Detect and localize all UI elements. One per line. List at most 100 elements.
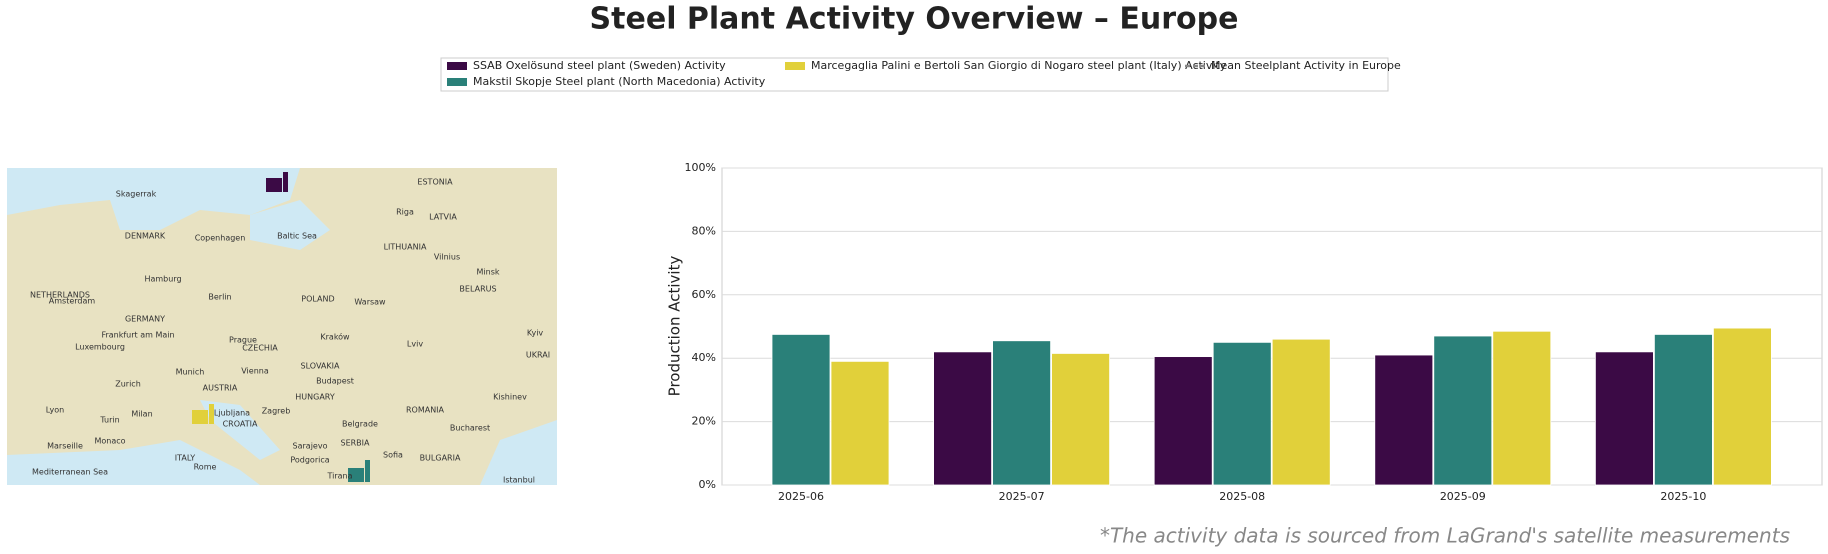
map-label: CZECHIA [242,344,278,353]
bar [1433,335,1493,486]
y-tick-label: 20% [692,415,716,428]
y-tick-label: 80% [692,224,716,237]
y-tick-label: 40% [692,351,716,364]
map-sea [480,420,557,485]
bar [1153,356,1213,486]
map-sea [250,200,330,250]
chart-title: Steel Plant Activity Overview – Europe [590,2,1239,37]
map-label: Bucharest [450,424,490,433]
bar [1713,327,1772,486]
map-label: Warsaw [354,298,386,307]
map [7,168,557,485]
map-label: Skagerrak [116,190,157,199]
legend-label: Makstil Skopje Steel plant (North Macedo… [473,75,766,88]
bar [1492,330,1552,486]
map-label: Sarajevo [293,442,328,451]
map-label: Hamburg [144,275,181,284]
y-axis-label: Production Activity [666,256,684,397]
legend-box [440,57,1389,92]
x-tick-label: 2025-08 [1219,490,1265,503]
x-tick-label: 2025-09 [1440,490,1486,503]
plant-icon [266,172,288,192]
bar [1654,334,1713,486]
map-label: ITALY [175,454,195,463]
map-label: POLAND [301,295,334,304]
x-tick-label: 2025-06 [778,490,824,503]
bar [1271,338,1331,486]
map-label: BELARUS [459,285,496,294]
plant-icon [192,404,214,424]
map-label: Sofia [383,451,403,460]
x-tick-label: 2025-07 [999,490,1045,503]
map-label: Vilnius [434,253,460,262]
map-label: Marseille [47,442,83,451]
y-tick-label: 60% [692,288,716,301]
map-label: Kyiv [527,329,544,338]
plant-icon [348,460,370,482]
legend-label: Marcegaglia Palini e Bertoli San Giorgio… [811,59,1227,72]
map-label: HUNGARY [295,393,335,402]
map-label: Munich [176,368,205,377]
map-label: Rome [194,463,217,472]
map-label: Zagreb [262,407,291,416]
bar [1212,341,1272,486]
bar [1595,351,1654,486]
map-label: Zurich [115,380,141,389]
map-label: Ljubljana [214,409,250,418]
bar [933,351,992,486]
map-label: Baltic Sea [277,232,317,241]
map-label: Luxembourg [75,343,125,352]
map-sea [7,168,300,230]
bar [992,340,1051,486]
bar [1374,354,1434,486]
footnote: *The activity data is sourced from LaGra… [1100,524,1790,548]
map-label: UKRAI [526,351,550,360]
bar [1051,353,1110,486]
map-label: CROATIA [223,420,258,429]
map-label: Podgorica [290,456,329,465]
map-sea [200,400,280,460]
y-tick-label: 100% [685,161,716,174]
map-label: Prague [229,336,257,345]
map-label: Berlin [208,293,231,302]
map-label: Istanbul [503,476,535,485]
legend-label: Mean Steelplant Activity in Europe [1211,59,1401,72]
map-label: Turin [99,416,119,425]
map-label: GERMANY [125,315,165,324]
legend-swatch [785,62,805,70]
map-label: Lyon [46,406,64,415]
map-label: Amsterdam [49,297,96,306]
map-label: NETHERLANDS [30,291,90,300]
map-label: Frankfurt am Main [101,331,174,340]
map-label: Monaco [94,437,125,446]
map-label: Copenhagen [195,234,246,243]
map-label: SERBIA [340,439,370,448]
bar [830,360,890,486]
map-label: Kraków [320,332,350,342]
map-label: Milan [131,410,152,419]
legend-label: SSAB Oxelösund steel plant (Sweden) Acti… [473,59,726,72]
map-label: Budapest [316,377,354,386]
map-label: ESTONIA [417,178,453,187]
map-label: LITHUANIA [384,243,427,252]
map-label: DENMARK [125,232,166,241]
map-label: Lviv [407,340,423,349]
bar [771,334,831,486]
x-tick-label: 2025-10 [1660,490,1706,503]
map-label: Minsk [477,268,500,277]
map-label: AUSTRIA [203,384,238,393]
legend-swatch [447,78,467,86]
map-label: SLOVAKIA [301,362,340,371]
legend-swatch [447,62,467,70]
map-label: LATVIA [429,213,457,222]
map-label: Belgrade [342,420,378,429]
map-label: Riga [396,208,414,217]
map-sea [7,440,260,485]
y-tick-label: 0% [699,478,716,491]
map-label: Tirana [326,472,352,481]
map-label: BULGARIA [420,454,461,463]
map-label: Mediterranean Sea [32,468,108,477]
map-label: ROMANIA [406,406,445,415]
map-label: Kishinev [493,393,527,402]
